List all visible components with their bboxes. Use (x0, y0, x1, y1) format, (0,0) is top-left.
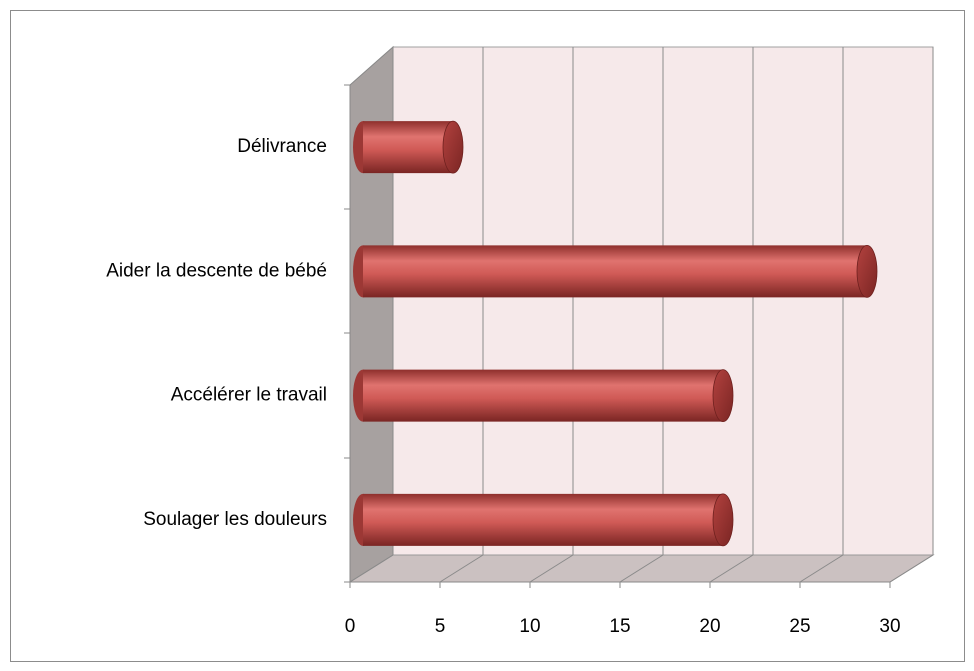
bar (363, 493, 723, 546)
floor-grid-line (529, 554, 574, 583)
bar-right-cap (856, 244, 878, 298)
x-tick-label: 5 (435, 616, 446, 637)
x-tick-label: 20 (699, 616, 720, 637)
y-tick-label: Aider la descente de bébé (106, 260, 327, 281)
bar (363, 121, 453, 174)
category-ticks (344, 84, 350, 583)
floor-grid-line (349, 554, 394, 583)
bar-right-cap (712, 369, 734, 423)
y-tick-label: Accélérer le travail (171, 385, 327, 406)
y-tick-label: Soulager les douleurs (143, 509, 327, 530)
floor-grid-line (889, 554, 934, 583)
floor-grid-line (619, 554, 664, 583)
x-tick-label: 25 (789, 616, 810, 637)
x-tick-label: 15 (609, 616, 630, 637)
bar-right-cap (442, 120, 464, 174)
floor-grid-line (439, 554, 484, 583)
x-tick-label: 30 (879, 616, 900, 637)
x-tick-label: 10 (519, 616, 540, 637)
floor-grid-line (709, 554, 754, 583)
floor-grid-line (799, 554, 844, 583)
bar-right-cap (712, 493, 734, 547)
bar (363, 245, 867, 298)
x-tick-label: 0 (345, 616, 356, 637)
bar (363, 369, 723, 422)
y-tick-label: Délivrance (237, 136, 327, 157)
